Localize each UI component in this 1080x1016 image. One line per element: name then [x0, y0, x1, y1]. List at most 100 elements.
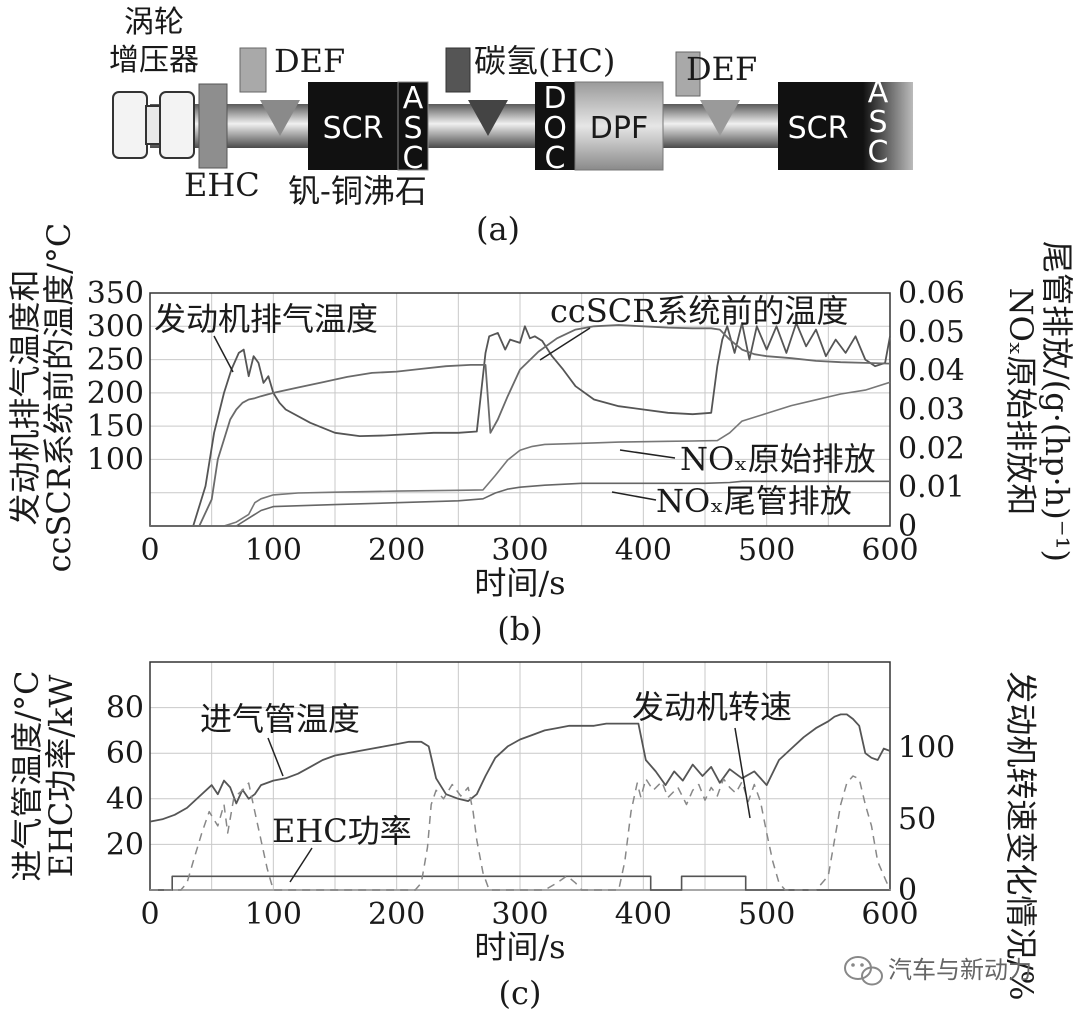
grid: [150, 662, 890, 890]
x-tick-label: 500: [738, 897, 795, 932]
plot-frame: [149, 292, 891, 527]
y-left-tick-label: 100: [87, 442, 144, 477]
x-tick-label: 300: [491, 533, 548, 568]
y-right-tick-label: 0.02: [898, 431, 965, 466]
series-line-1: [150, 322, 891, 527]
series-line-3: [150, 381, 891, 527]
y-left-tick-label: 300: [87, 309, 144, 344]
def-spray-2-icon: [700, 100, 740, 136]
x-tick-label: 100: [245, 897, 302, 932]
x-tick-label: 600: [861, 897, 918, 932]
annotation-leader: [611, 491, 657, 501]
y-right-axis-label: 尾管排放/(g·(hp·h)⁻¹): [1038, 241, 1076, 562]
panel-label: (c): [499, 974, 542, 1012]
annotation-label: 发动机排气温度: [154, 300, 378, 338]
asc-block-1: [397, 81, 429, 171]
asc1-label: ASC: [403, 81, 424, 176]
def2-label: DEF: [686, 50, 757, 88]
hc-label: 碳氢(HC): [474, 42, 615, 80]
y-left-tick-label: 80: [106, 691, 144, 726]
annotation-label: ccSCR系统前的温度: [550, 292, 848, 330]
wechat-icon: [844, 956, 883, 986]
hc-spray-icon: [468, 100, 508, 136]
asc-block-2: [863, 82, 913, 170]
annotation-label: EHC功率: [272, 812, 412, 850]
y-right-tick-label: 0.06: [898, 276, 965, 311]
y-right-tick-label: 0: [898, 873, 917, 908]
annotation-leader: [539, 327, 591, 361]
def-spray-1-icon: [260, 100, 300, 136]
x-tick-label: 300: [491, 897, 548, 932]
ehc-block: [198, 83, 228, 169]
y-right-tick-label: 0: [898, 509, 917, 544]
turbo-label-line2: 增压器: [109, 43, 199, 78]
annotation-leader: [267, 737, 284, 777]
x-tick-label: 600: [861, 533, 918, 568]
x-tick-label: 200: [368, 897, 425, 932]
x-tick-label: 400: [615, 897, 672, 932]
turbocharger-icon: [112, 91, 195, 159]
x-tick-label: 400: [615, 533, 672, 568]
panel-a-label: (a): [476, 210, 520, 248]
asc2-letter: A: [868, 75, 889, 110]
annotation-leader: [213, 335, 234, 373]
catalyst-label: 钒-铜沸石: [288, 172, 427, 210]
y-right-axis-label: NOₓ原始排放和: [1002, 288, 1040, 516]
series-line-4: [150, 480, 890, 527]
doc-block: [535, 82, 575, 170]
panel-b-chart: 0 100 200 300 400 500 60010015020025030035000.…: [6, 223, 1076, 648]
def-tank-1: [239, 47, 267, 93]
doc-letter: D: [543, 81, 566, 116]
y-right-tick-label: 0.01: [898, 470, 965, 505]
x-tick-label: 200: [368, 533, 425, 568]
y-right-tick-label: 100: [898, 731, 955, 766]
asc2-letter: C: [868, 135, 889, 170]
annotation-label: 发动机转速: [632, 688, 792, 726]
series-line-2: [150, 324, 891, 527]
annotation-label: NOₓ原始排放: [680, 440, 876, 478]
series-line-4: [150, 775, 891, 891]
series-line-1: [149, 713, 891, 823]
y-right-tick-label: 0.05: [898, 315, 965, 350]
asc1-letter: S: [403, 111, 422, 146]
panel-a-diagram: 涡轮 增压器 DEF 碳氢(HC) DEF EHC SCR ASC DOC DP…: [109, 5, 913, 248]
footer-watermark: 汽车与新动力: [844, 956, 1032, 986]
scr-block-2: [778, 82, 863, 170]
y-left-axis-label: 发动机排气温度和: [6, 269, 44, 525]
x-tick-label: 100: [245, 533, 302, 568]
x-tick-label: 500: [738, 533, 795, 568]
turbo-label-line1: 涡轮: [124, 5, 184, 40]
y-left-tick-label: 150: [87, 409, 144, 444]
ehc-label: EHC: [184, 166, 260, 204]
y-left-axis-label: 进气管温度/°C: [8, 670, 46, 881]
y-left-tick-label: 40: [106, 782, 144, 817]
y-left-axis-label: EHC功率/kW: [42, 674, 80, 877]
annotation-label: NOₓ尾管排放: [656, 482, 852, 520]
def1-label: DEF: [274, 42, 345, 80]
dpf-label: DPF: [590, 111, 648, 146]
y-right-tick-label: 50: [898, 802, 936, 837]
annotation-leader: [619, 449, 676, 459]
asc2-label: ASC: [868, 75, 889, 170]
y-right-tick-label: 0.03: [898, 393, 965, 428]
hc-injector: [445, 47, 471, 93]
x-tick-label: 0: [140, 897, 159, 932]
y-left-axis-label: ccSCR系统前的温度/°C: [40, 223, 78, 573]
y-left-tick-label: 250: [87, 343, 144, 378]
y-left-tick-label: 60: [106, 736, 144, 771]
panel-label: (b): [497, 610, 542, 648]
x-axis-label: 时间/s: [474, 928, 565, 966]
y-left-tick-label: 200: [87, 376, 144, 411]
scr2-label: SCR: [788, 111, 849, 146]
asc1-letter: C: [403, 141, 424, 176]
series-line-3: [150, 875, 890, 891]
panel-c-chart: 0 100 200 300 400 500 600 20 40 60 80 0 50 100 时间/s 进气管…: [8, 661, 1040, 1012]
annotation-leader: [734, 727, 751, 819]
scr1-label: SCR: [323, 111, 384, 146]
def-tank-2: [675, 51, 701, 97]
y-left-tick-label: 350: [87, 276, 144, 311]
annotation-label: 进气管温度: [200, 700, 360, 738]
asc2-letter: S: [868, 105, 887, 140]
footer-brand: 汽车与新动力: [888, 956, 1032, 984]
